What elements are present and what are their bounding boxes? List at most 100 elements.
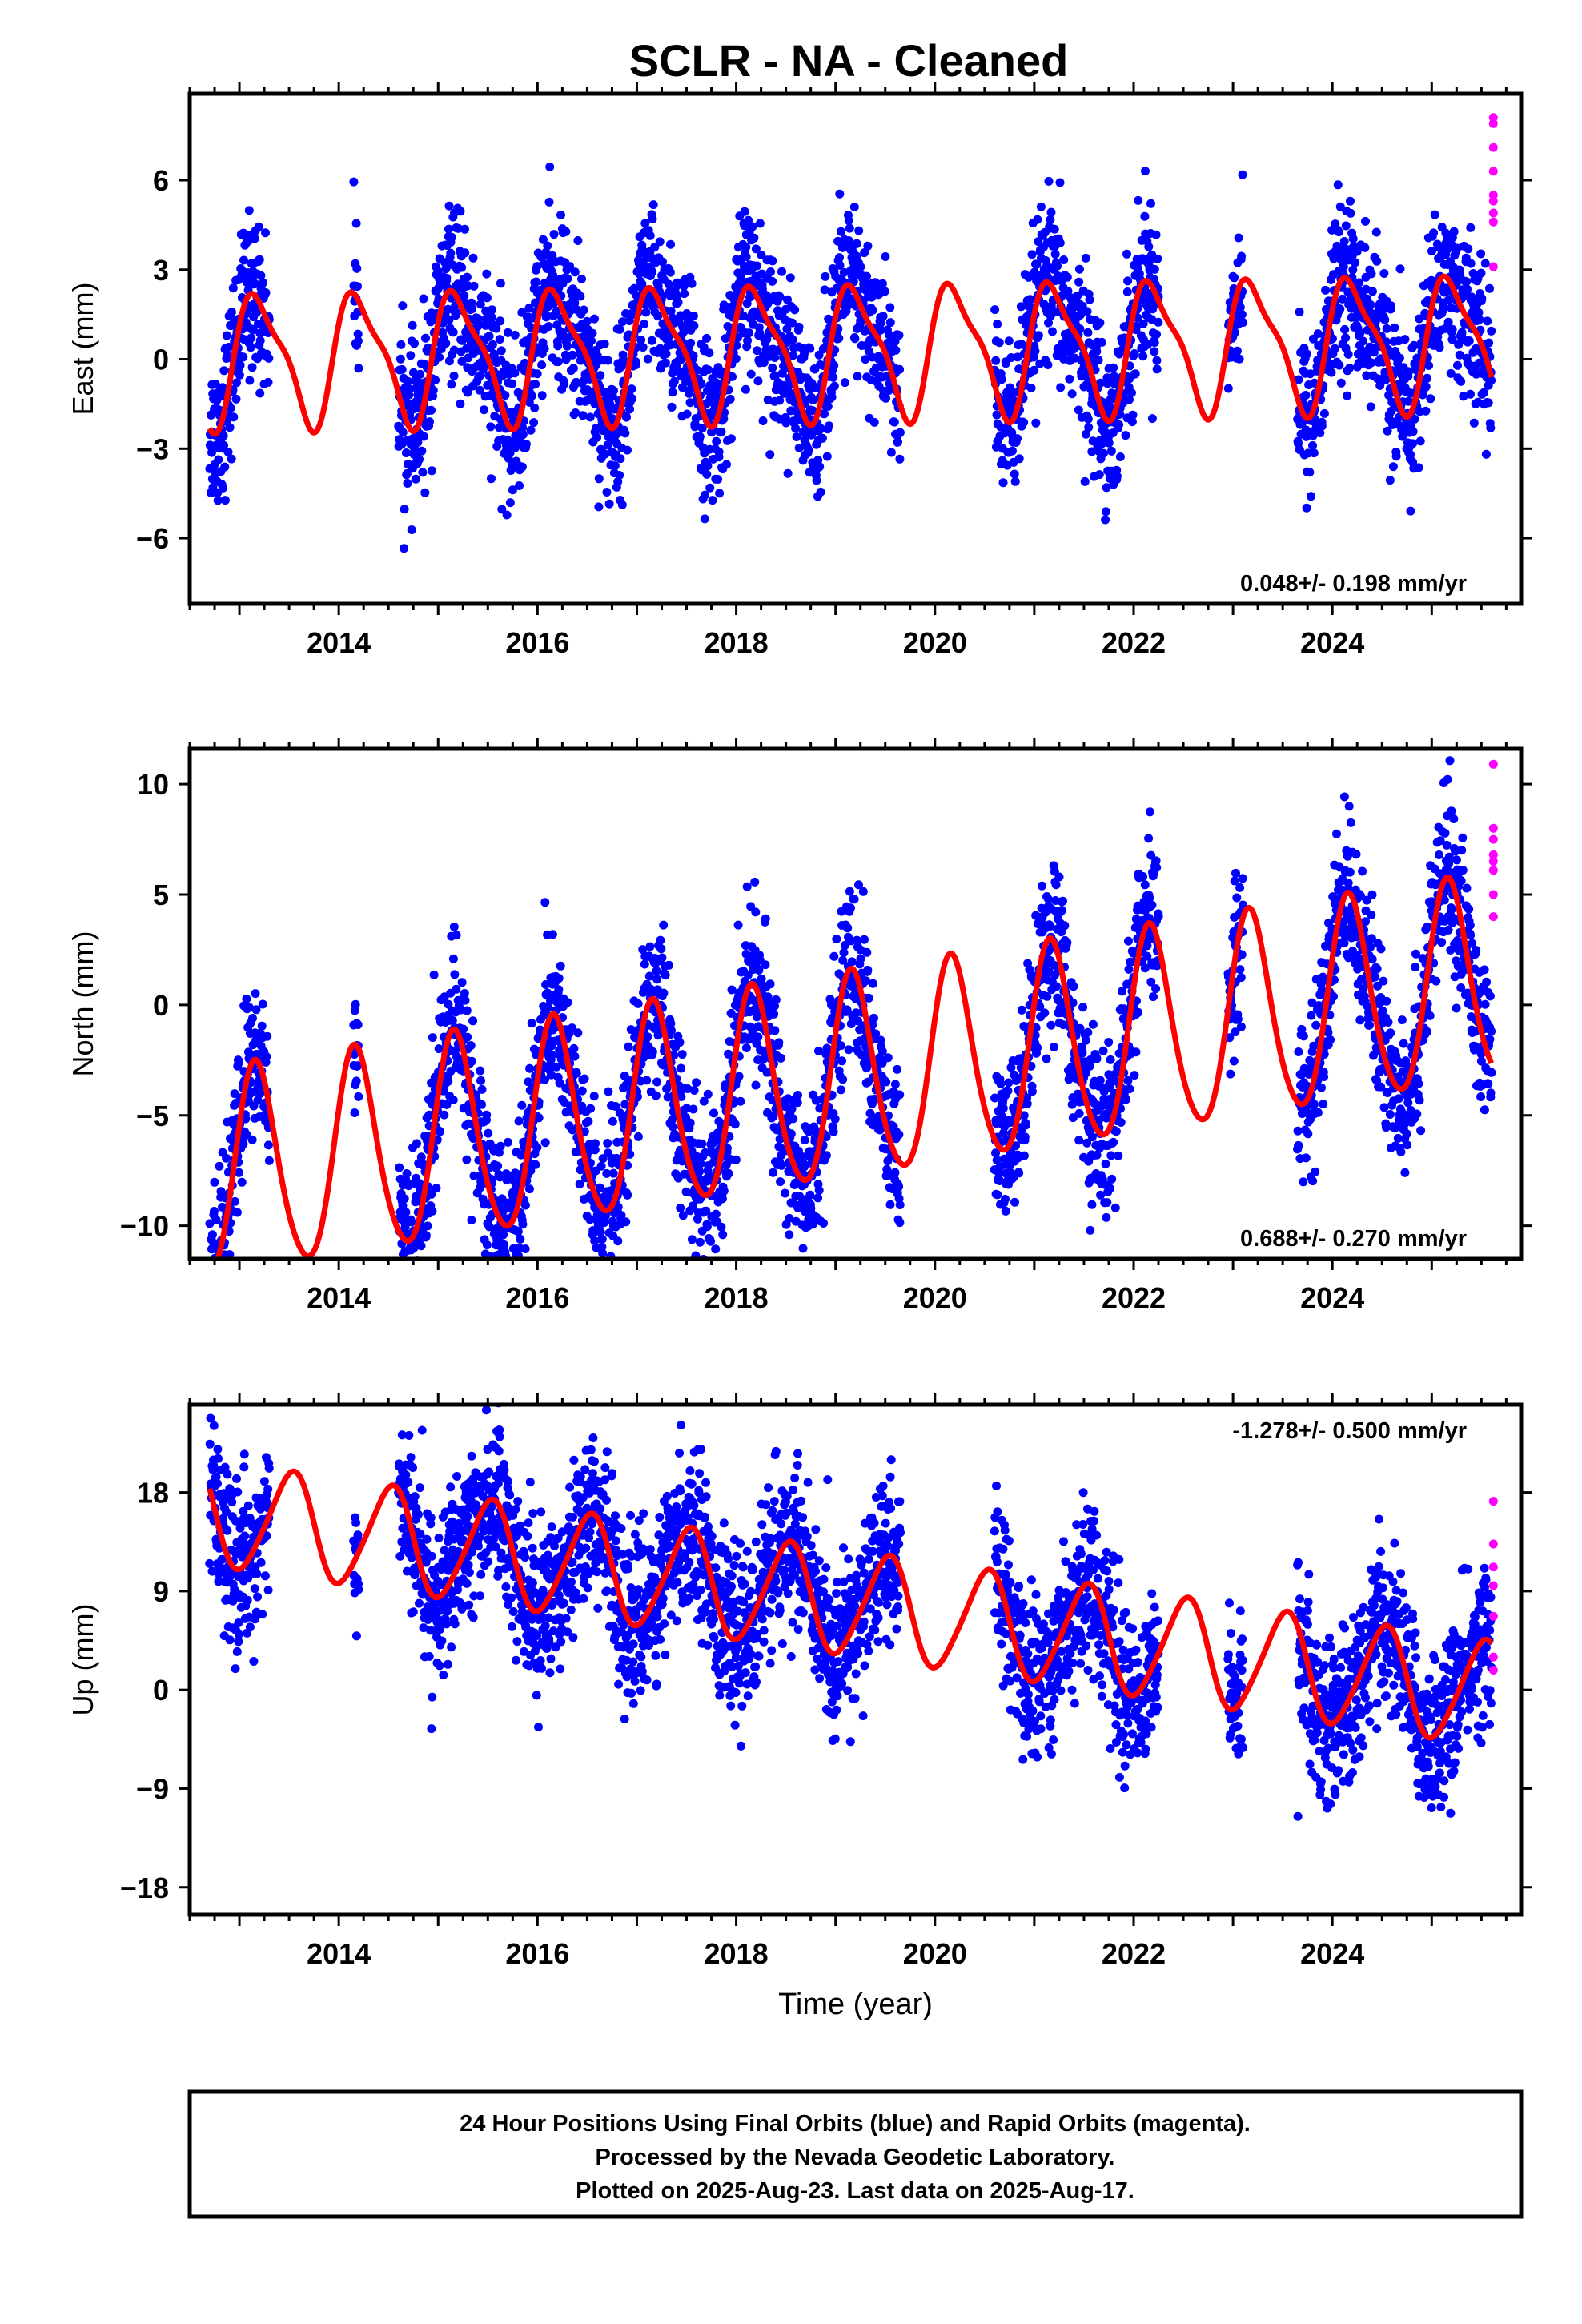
north-final-point xyxy=(596,1161,606,1171)
east-final-point xyxy=(823,402,833,411)
north-final-point xyxy=(547,1070,556,1080)
east-final-point xyxy=(1083,414,1093,424)
east-final-point xyxy=(496,316,505,326)
east-final-point xyxy=(488,340,497,349)
north-final-point xyxy=(232,1208,242,1217)
east-final-point xyxy=(852,239,861,248)
north-final-point xyxy=(769,1112,778,1121)
north-final-point xyxy=(696,1273,705,1281)
north-final-point xyxy=(838,955,848,965)
east-final-point xyxy=(510,368,520,378)
north-final-point xyxy=(862,947,872,957)
east-final-point xyxy=(552,306,561,316)
north-final-point xyxy=(216,1280,225,1289)
east-final-point xyxy=(431,376,440,385)
east-final-point xyxy=(211,380,220,389)
east-final-point xyxy=(748,222,757,231)
east-final-point xyxy=(1385,476,1395,485)
east-final-point xyxy=(401,448,411,457)
east-final-point xyxy=(1487,326,1496,336)
north-final-point xyxy=(415,1307,424,1316)
north-final-point xyxy=(244,1003,254,1012)
east-final-point xyxy=(1044,176,1054,186)
east-final-point xyxy=(661,349,671,359)
east-final-point xyxy=(213,496,223,505)
north-final-point xyxy=(814,1186,824,1195)
east-final-point xyxy=(1335,304,1345,314)
east-final-point xyxy=(397,364,407,374)
east-final-point xyxy=(449,345,459,355)
north-final-point xyxy=(796,1151,805,1160)
north-final-point xyxy=(800,1162,809,1172)
east-final-point xyxy=(648,200,658,210)
north-final-point xyxy=(208,1299,217,1308)
east-final-point xyxy=(403,479,412,488)
east-final-point xyxy=(701,490,709,500)
east-final-point xyxy=(353,329,363,339)
north-final-point xyxy=(207,1293,216,1302)
east-final-point xyxy=(1335,360,1344,370)
east-final-point xyxy=(782,324,792,334)
east-x-tick-label: 2018 xyxy=(705,626,769,659)
east-final-point xyxy=(835,253,844,263)
north-final-point xyxy=(520,1244,530,1253)
east-final-point xyxy=(1106,446,1116,456)
north-final-point xyxy=(853,1016,862,1026)
east-rapid-point xyxy=(1488,167,1498,176)
east-final-point xyxy=(1306,492,1315,501)
north-final-point xyxy=(428,1033,437,1043)
east-final-point xyxy=(1230,273,1239,283)
north-final-point xyxy=(600,1218,609,1228)
east-final-point xyxy=(417,446,427,456)
east-final-point xyxy=(1094,356,1103,365)
east-final-point xyxy=(1469,418,1479,428)
north-final-point xyxy=(440,1110,449,1120)
east-final-point xyxy=(1321,285,1331,295)
east-final-point xyxy=(441,339,451,348)
east-final-point xyxy=(428,315,437,324)
east-final-point xyxy=(565,262,575,271)
east-final-point xyxy=(1083,328,1093,337)
east-final-point xyxy=(1059,255,1069,264)
east-final-point xyxy=(1140,211,1150,221)
east-final-point xyxy=(1031,418,1041,428)
north-final-point xyxy=(777,1160,786,1170)
east-final-point xyxy=(1092,347,1102,356)
north-final-point xyxy=(394,1349,403,1358)
east-final-point xyxy=(1369,348,1379,357)
north-final-point xyxy=(586,1104,596,1113)
north-final-point xyxy=(789,1114,798,1124)
east-final-point xyxy=(604,356,612,365)
north-final-point xyxy=(468,1016,478,1026)
east-final-point xyxy=(411,474,420,484)
east-final-point xyxy=(442,273,452,283)
east-final-point xyxy=(788,351,797,360)
east-final-point xyxy=(1462,277,1472,287)
east-final-point xyxy=(447,232,456,242)
north-final-point xyxy=(863,965,873,975)
east-final-point xyxy=(405,384,415,394)
east-final-point xyxy=(487,474,496,484)
north-final-point xyxy=(764,997,773,1006)
north-final-point xyxy=(493,1250,502,1259)
north-final-point xyxy=(518,1220,528,1229)
east-final-point xyxy=(541,312,551,322)
east-final-point xyxy=(676,355,685,364)
east-final-point xyxy=(594,474,604,484)
east-final-point xyxy=(444,315,454,324)
north-final-point xyxy=(785,1230,794,1240)
east-final-point xyxy=(895,428,905,437)
east-final-point xyxy=(822,452,832,461)
east-final-point xyxy=(1379,269,1389,278)
north-final-point xyxy=(602,1270,611,1279)
east-final-point xyxy=(553,357,563,367)
east-final-point xyxy=(862,271,871,281)
east-final-point xyxy=(1297,419,1307,428)
chart-title: SCLR - NA - Cleaned xyxy=(629,35,1069,86)
east-final-point xyxy=(715,489,725,498)
north-final-point xyxy=(731,1155,741,1164)
east-final-point xyxy=(1467,292,1476,302)
east-final-point xyxy=(1152,356,1162,365)
